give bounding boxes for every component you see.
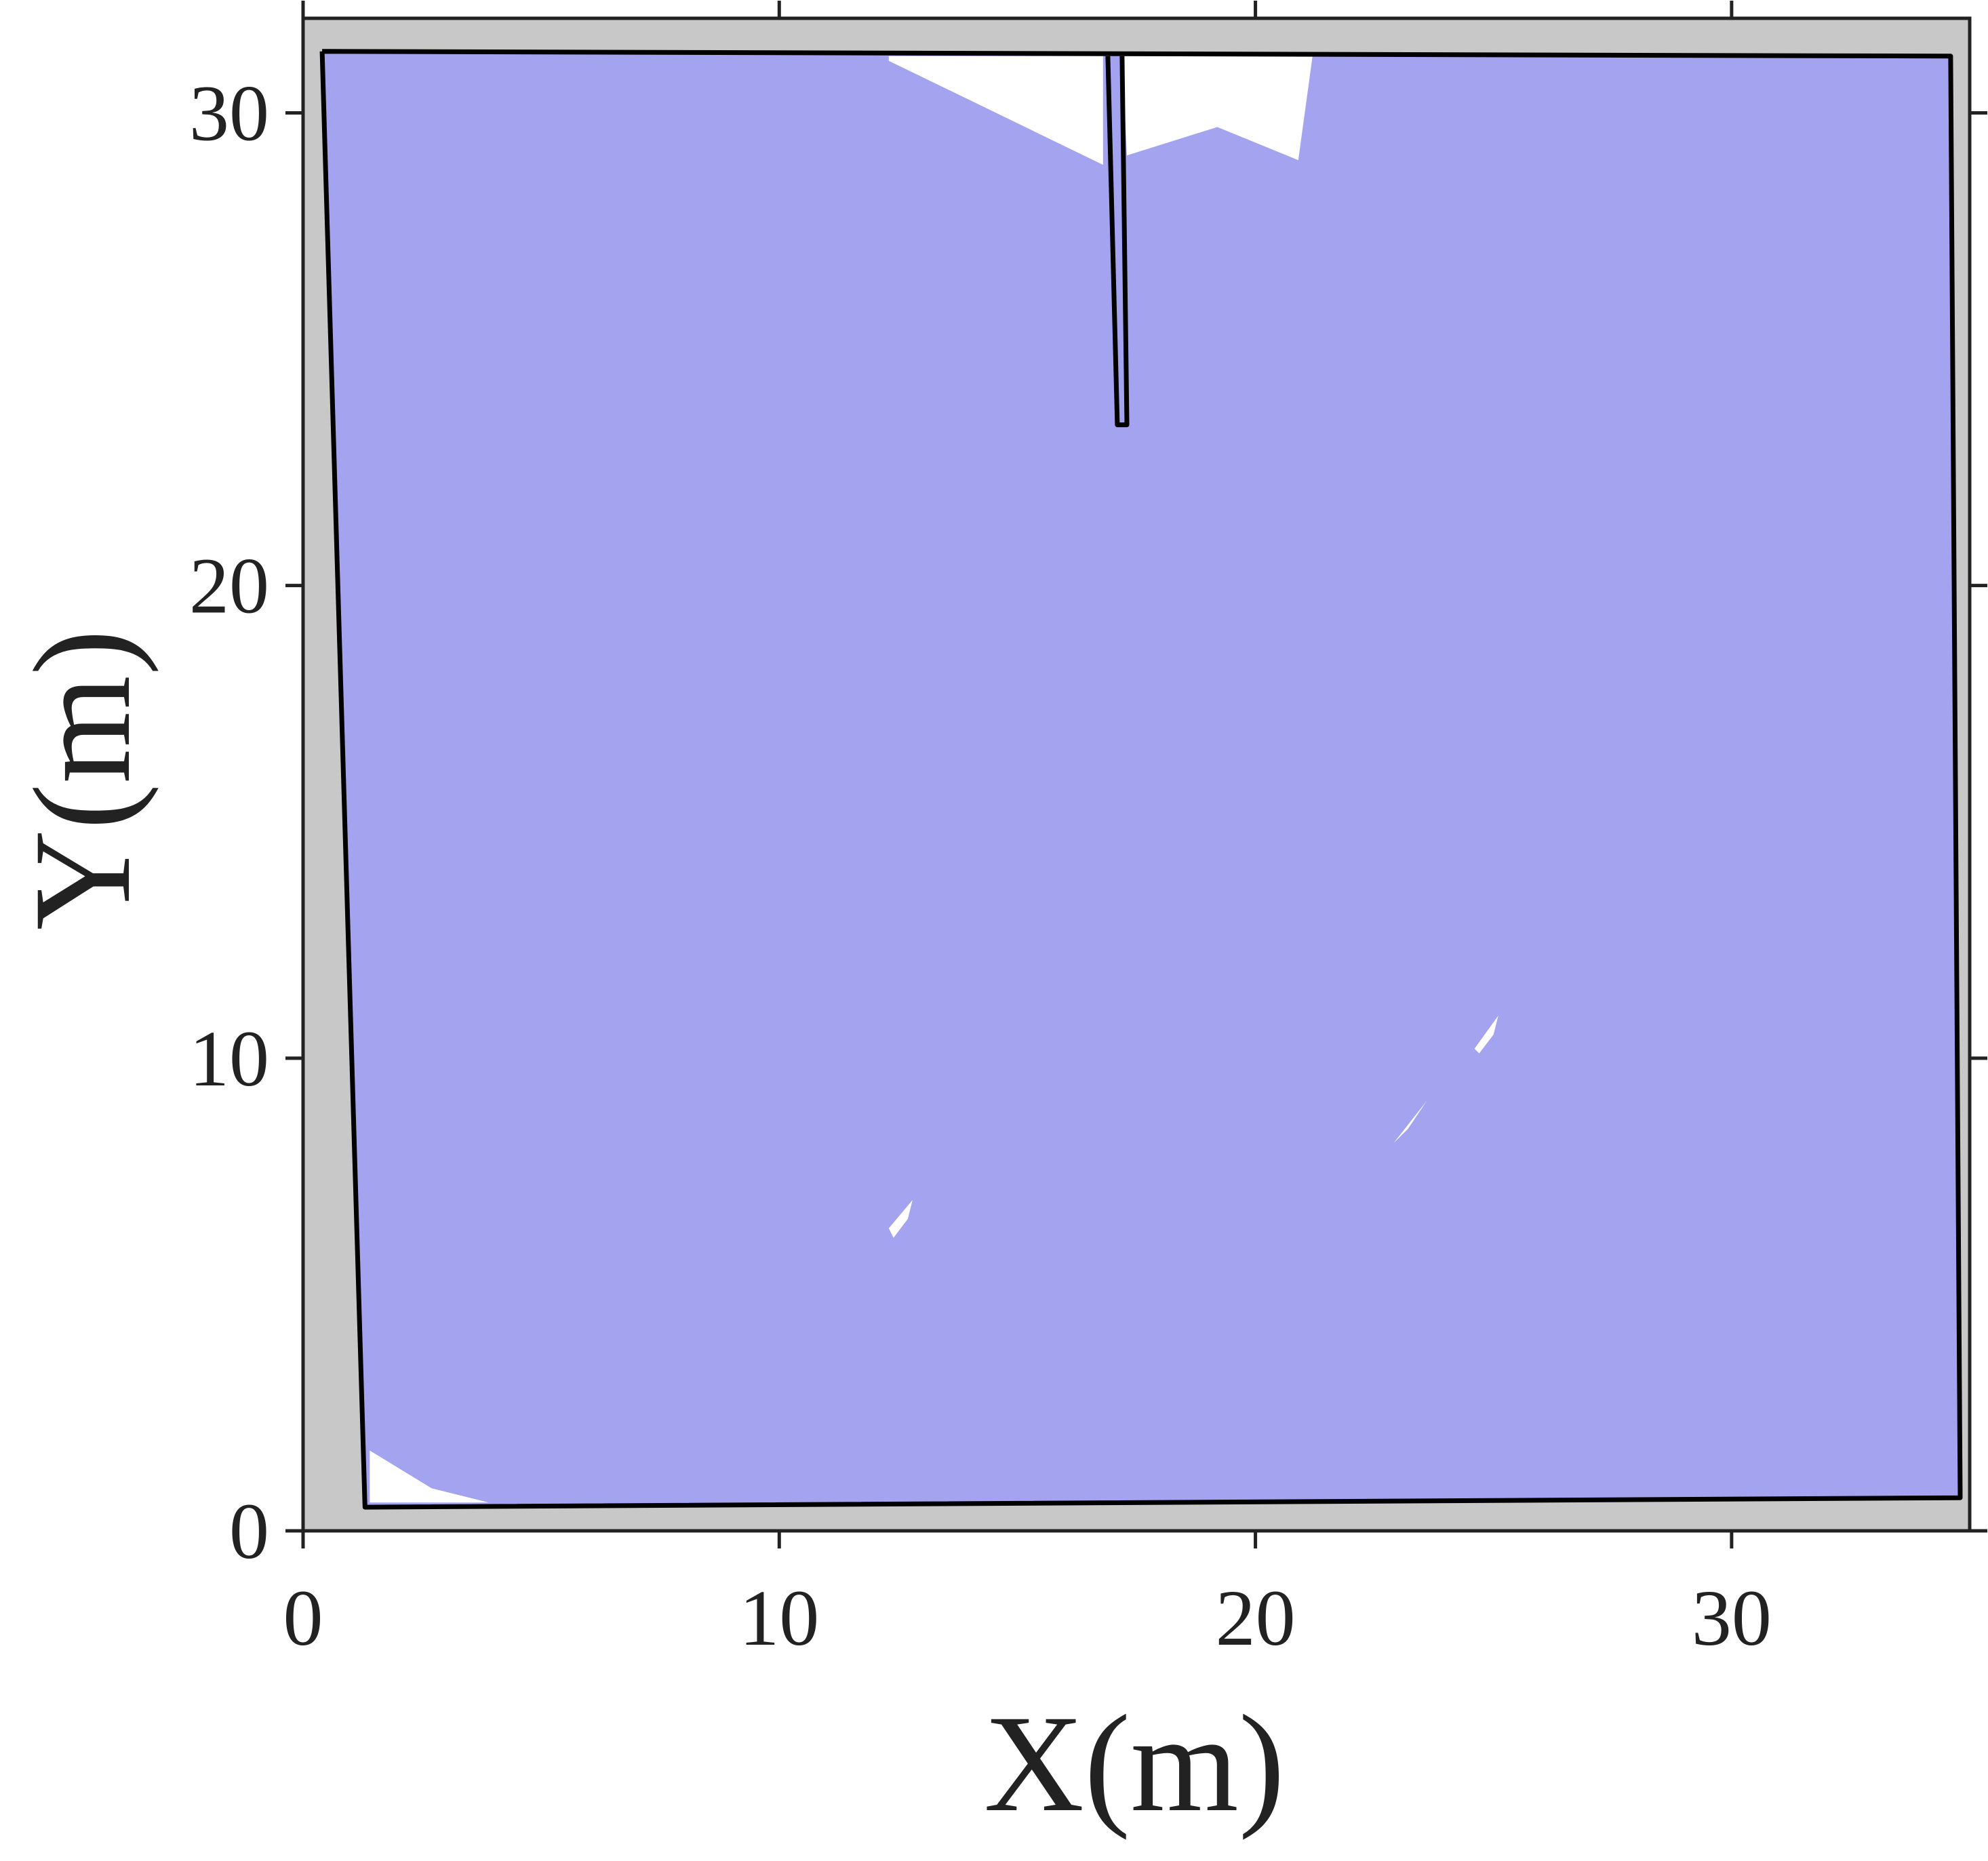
x-tick-label-30: 30 bbox=[1692, 1574, 1772, 1662]
x-axis-title: X(m) bbox=[984, 1687, 1285, 1841]
x-tick-label-20: 20 bbox=[1216, 1574, 1296, 1662]
y-tick-label-20: 20 bbox=[189, 542, 269, 631]
axes: 0 10 20 30 0 10 20 30 bbox=[189, 1, 1987, 1662]
y-tick-label-0: 0 bbox=[229, 1487, 269, 1576]
uncovered-region-3 bbox=[370, 1450, 489, 1503]
y-tick-label-10: 10 bbox=[189, 1014, 269, 1103]
uncovered-region-6 bbox=[1393, 1100, 1427, 1144]
y-axis-title: Y(m) bbox=[5, 629, 159, 930]
x-tick-label-0: 0 bbox=[283, 1574, 323, 1662]
uncovered-region-5 bbox=[1474, 1016, 1498, 1054]
plot-area bbox=[303, 18, 1970, 1531]
wall-2 bbox=[1105, 56, 1130, 428]
uncovered-region-4 bbox=[888, 1200, 913, 1238]
y-tick-label-30: 30 bbox=[189, 68, 269, 157]
explored-region bbox=[322, 51, 1960, 1508]
uncovered-region-1 bbox=[888, 56, 1103, 165]
uncovered-region-2 bbox=[1121, 56, 1313, 161]
x-tick-label-10: 10 bbox=[739, 1574, 819, 1662]
axes-frame bbox=[301, 16, 1972, 1533]
wall-1 bbox=[319, 49, 1963, 1510]
